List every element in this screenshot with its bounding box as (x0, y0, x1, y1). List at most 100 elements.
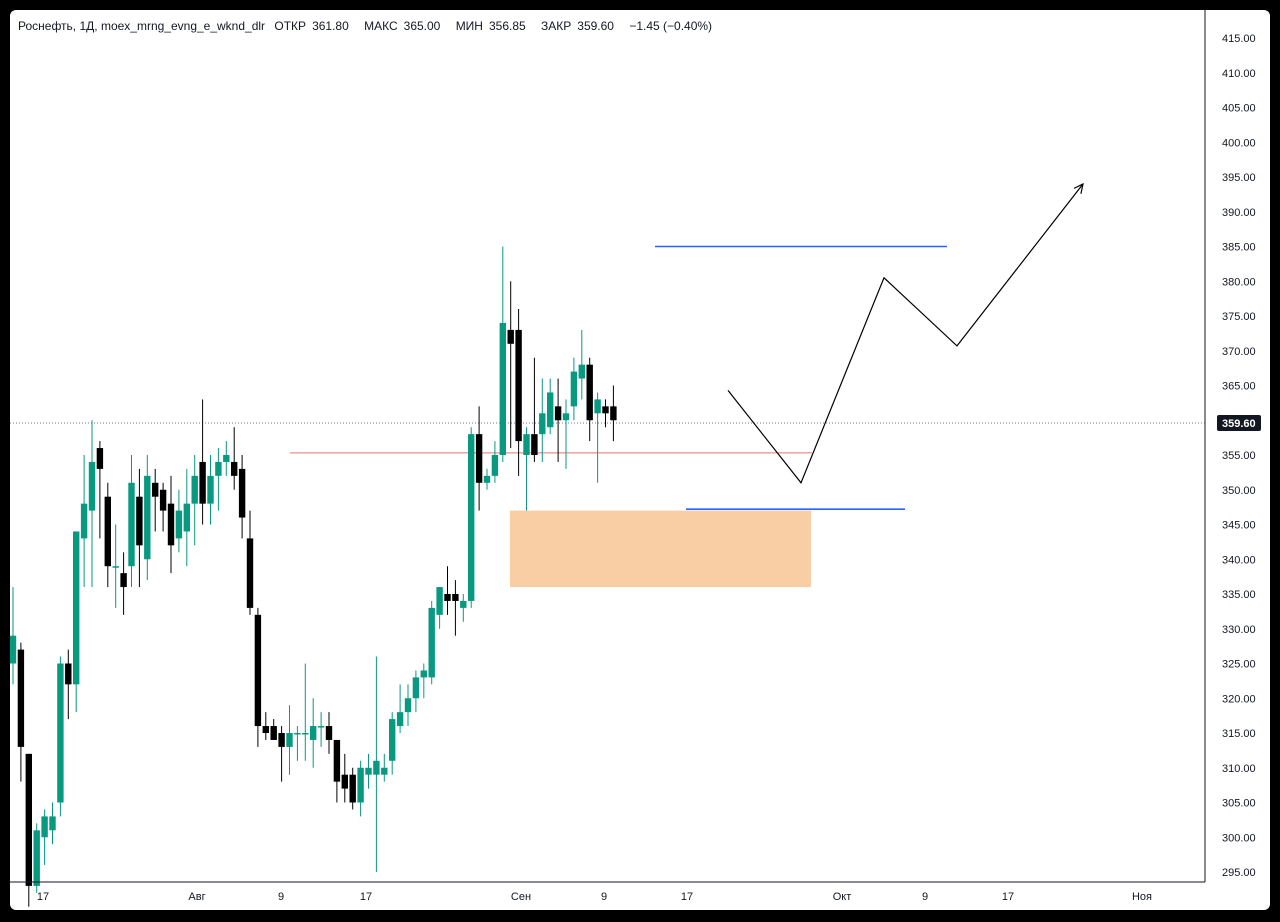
candle-body (159, 489, 167, 511)
candle (460, 594, 467, 622)
candle-body (602, 406, 609, 414)
y-tick-label: 355.00 (1222, 450, 1256, 462)
x-tick-label: Сен (511, 891, 531, 903)
candle (381, 753, 388, 782)
candle (317, 712, 325, 747)
candle (73, 531, 80, 713)
candle-body (17, 649, 25, 747)
candle-body (491, 455, 499, 476)
candle-body (96, 448, 104, 469)
y-tick-label: 305.00 (1222, 798, 1256, 810)
y-tick-label: 385.00 (1222, 242, 1256, 254)
candle (578, 329, 585, 400)
y-tick-label: 365.00 (1222, 381, 1256, 393)
y-tick-label: 315.00 (1222, 728, 1256, 740)
candle-body (333, 739, 341, 782)
candle (112, 524, 119, 608)
y-tick-label: 330.00 (1222, 624, 1256, 636)
y-tick-label: 345.00 (1222, 520, 1256, 532)
candle-body (547, 392, 554, 428)
y-tick-label: 325.00 (1222, 659, 1256, 671)
candle-body (373, 760, 380, 775)
legend-symbol: Роснефть, 1Д, moex_mrng_evng_e_wknd_dlr (18, 19, 266, 33)
candle (341, 753, 348, 803)
candle (325, 712, 333, 754)
candle (80, 455, 88, 588)
candle (223, 441, 230, 476)
x-tick-label: 9 (922, 891, 928, 903)
candle (238, 455, 246, 539)
candle-body (57, 663, 64, 803)
candle (396, 684, 404, 733)
candle-body (128, 482, 135, 567)
candle-body (586, 364, 593, 421)
candle (468, 427, 475, 608)
projection-path[interactable] (727, 183, 1084, 484)
candle-body (152, 482, 159, 497)
candle (547, 378, 554, 435)
candle (286, 705, 293, 775)
candle-body (246, 538, 254, 608)
x-tick-label: 9 (601, 891, 607, 903)
candle (128, 455, 135, 588)
candle (183, 468, 190, 567)
candle (523, 427, 530, 511)
candle (420, 663, 427, 699)
last-price-tag-box (1217, 415, 1261, 432)
candle (594, 392, 601, 483)
candle-body (325, 726, 333, 740)
candle-body (80, 503, 88, 539)
candle (452, 580, 459, 636)
candle (389, 712, 396, 775)
candle (254, 607, 262, 747)
legend-close-label: ЗАКР (541, 19, 572, 33)
candle-body (317, 726, 325, 728)
x-tick-label: 17 (681, 891, 693, 903)
candle (436, 587, 443, 629)
candle (365, 753, 372, 789)
projection-arrow-head (1073, 182, 1084, 194)
chart-canvas[interactable]: 295.00 300.00 305.00 310.00 315.00 320.00 325.… (10, 10, 1270, 910)
y-tick-label: 405.00 (1222, 103, 1256, 115)
candle-body (231, 461, 238, 476)
candle-body (483, 475, 491, 483)
candle (159, 482, 167, 532)
candle-body (88, 461, 96, 511)
candle-body (310, 726, 317, 740)
chart-legend: Роснефть, 1Д, moex_mrng_evng_e_wknd_dlr … (18, 19, 718, 33)
candle-body (396, 712, 404, 727)
y-tick-label: 370.00 (1222, 346, 1256, 358)
candle (41, 809, 48, 866)
candle-body (49, 816, 56, 831)
y-tick-label: 350.00 (1222, 485, 1256, 497)
candle (562, 399, 570, 469)
candle (491, 441, 499, 483)
candle-body (610, 406, 617, 421)
candle (507, 281, 514, 449)
candle-body (65, 663, 72, 685)
legend-low-label: МИН (455, 19, 483, 33)
candle (136, 468, 143, 588)
candle (539, 378, 546, 462)
candle-body (286, 733, 293, 747)
candle-body (104, 496, 111, 567)
y-tick-label: 335.00 (1222, 589, 1256, 601)
candle-body (175, 510, 183, 539)
candle-body (223, 455, 230, 462)
candle-body (475, 434, 483, 483)
candle-body (404, 698, 412, 713)
candle (231, 427, 238, 490)
last-price-tag: 359.60 (1217, 415, 1261, 432)
candle-body (199, 461, 206, 504)
y-tick-label: 320.00 (1222, 693, 1256, 705)
candle-body (25, 753, 32, 886)
candle-body (254, 614, 262, 727)
legend-change: −1.45 (−0.40%) (629, 19, 713, 33)
candle-body (436, 587, 443, 615)
candle-body (238, 468, 246, 518)
candle (215, 448, 222, 511)
y-tick-label: 395.00 (1222, 172, 1256, 184)
candle (17, 642, 25, 782)
candle (554, 378, 562, 462)
y-tick-label: 380.00 (1222, 276, 1256, 288)
